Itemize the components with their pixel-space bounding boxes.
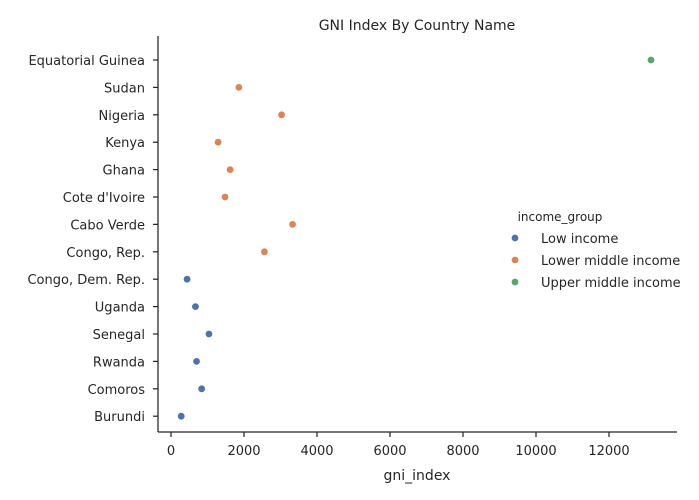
y-tick-label: Cabo Verde [70,218,145,233]
data-point [289,221,296,228]
legend-title: income_group [518,210,603,224]
legend: income_group Low income Lower middle inco… [511,210,681,291]
data-point [205,330,213,338]
data-point [235,84,243,91]
x-tick-label: 12000 [588,444,629,459]
legend-label: Upper middle income [541,276,681,291]
y-tick-label: Ghana [103,164,146,179]
y-tick-label: Senegal [93,328,145,343]
x-tick-labels: 0 2000 4000 6000 8000 10000 12000 [167,432,630,459]
y-tick-label: Rwanda [93,355,145,370]
data-point [226,166,234,174]
legend-label: Low income [541,232,618,247]
data-point [647,56,655,64]
x-tick-label: 2000 [227,444,260,459]
x-axis-label: gni_index [384,468,451,484]
x-tick-label: 0 [167,444,175,459]
data-point [183,275,191,283]
x-tick-label: 6000 [373,444,406,459]
y-tick-label: Equatorial Guinea [28,54,145,69]
y-tick-labels: Equatorial Guinea Sudan Nigeria Kenya Ghana C… [27,54,158,425]
data-point [261,248,268,256]
chart-title: GNI Index By Country Name [319,18,516,34]
data-point [278,111,285,119]
data-point [214,138,222,146]
x-tick-label: 10000 [515,444,556,459]
legend-marker [511,234,519,242]
data-point [221,193,229,201]
y-tick-label: Uganda [95,301,145,316]
y-tick-label: Sudan [104,81,145,96]
data-point [198,385,206,393]
legend-label: Lower middle income [541,254,680,269]
y-tick-label: Congo, Rep. [66,246,145,261]
y-tick-label: Nigeria [98,109,145,124]
y-tick-label: Kenya [105,136,145,151]
data-points [177,56,655,420]
x-tick-label: 8000 [446,444,479,459]
y-tick-label: Burundi [94,410,145,425]
data-point [193,358,200,365]
legend-marker [511,278,519,286]
y-tick-label: Comoros [88,383,146,398]
data-point [177,412,185,420]
x-tick-label: 4000 [300,444,333,459]
legend-marker [511,256,519,264]
data-point [192,303,199,310]
y-tick-label: Cote d'Ivoire [63,191,145,206]
y-tick-label: Congo, Dem. Rep. [27,273,145,288]
